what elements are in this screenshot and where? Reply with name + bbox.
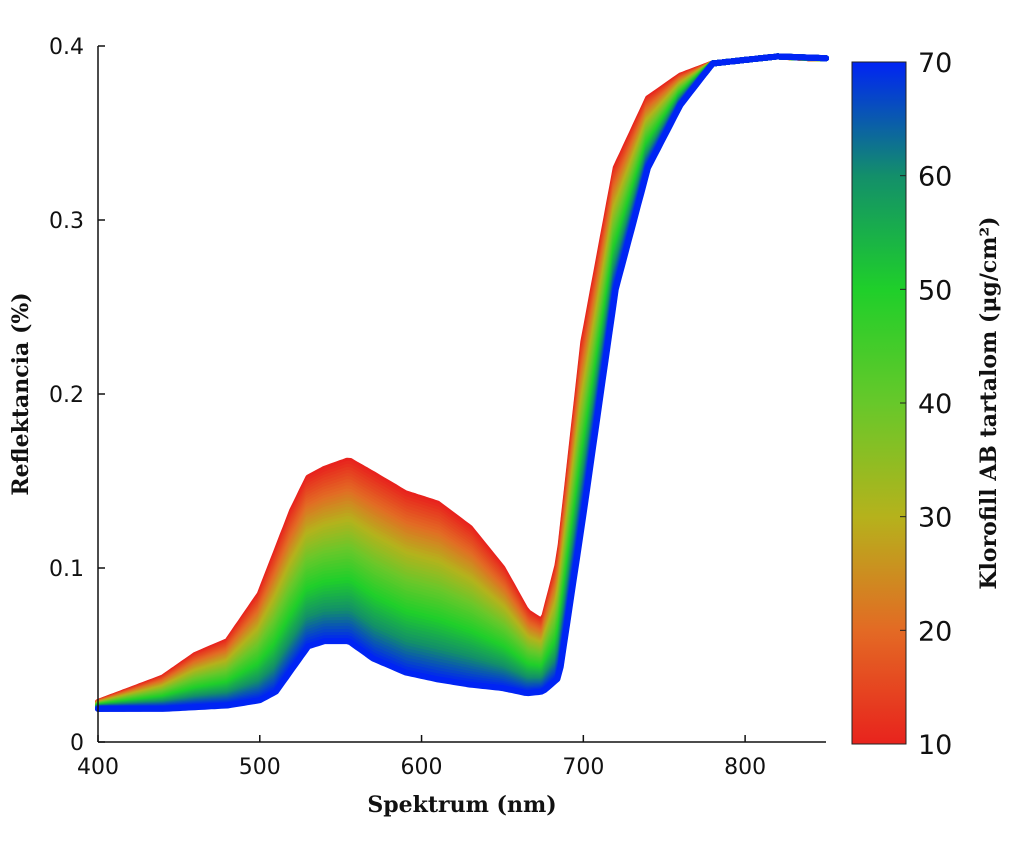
x-tick-label: 600: [401, 755, 443, 780]
x-tick-label: 400: [77, 755, 119, 780]
colorbar-tick-label: 20: [918, 616, 952, 647]
y-tick-label: 0: [70, 731, 84, 756]
spectrum-line: [95, 53, 829, 712]
colorbar-tick-label: 50: [918, 275, 952, 306]
colorbar-tick-label: 70: [918, 48, 952, 79]
colorbar-label: Klorofill AB tartalom (μg/cm²): [976, 216, 1002, 589]
axes: 400 500 600 700 800 0 0.1 0.2 0.3 0.4 Spektrum (nm…: [8, 35, 826, 818]
spectrum-line: [95, 53, 829, 709]
y-tick-label: 0.3: [49, 209, 84, 234]
colorbar-gradient: [851, 61, 907, 745]
y-tick-label: 0.4: [49, 35, 84, 60]
y-tick-label: 0.1: [49, 557, 84, 582]
spectra-band: [95, 53, 829, 712]
colorbar-tick-label: 60: [918, 162, 952, 193]
x-axis-label: Spektrum (nm): [367, 792, 556, 818]
x-tick-label: 700: [562, 755, 604, 780]
colorbar-tick-label: 10: [918, 730, 952, 761]
colorbar: 10 20 30 40 50 60 70 Klorofill AB tartalom (μg/…: [851, 48, 1002, 761]
colorbar-tick-label: 40: [918, 389, 952, 420]
colorbar-tick-label: 30: [918, 503, 952, 534]
y-axis-label: Reflektancia (%): [8, 292, 34, 495]
y-tick-label: 0.2: [49, 383, 84, 408]
x-tick-label: 500: [239, 755, 281, 780]
x-tick-label: 800: [724, 755, 766, 780]
